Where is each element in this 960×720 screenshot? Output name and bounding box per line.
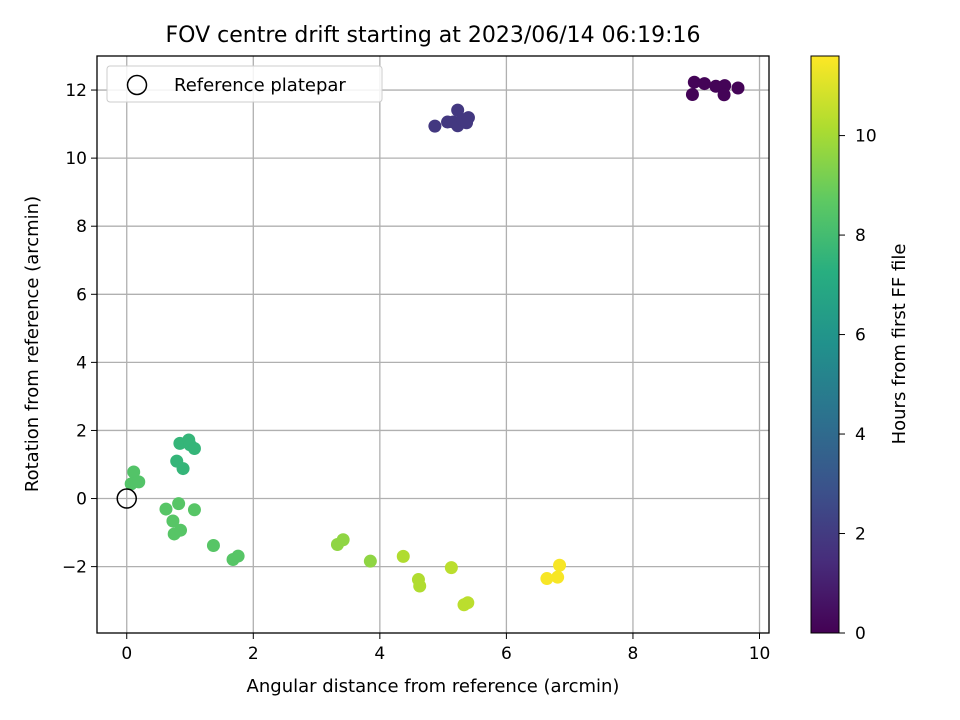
x-tick-label: 10 — [749, 644, 771, 664]
x-axis-label: Angular distance from reference (arcmin) — [247, 676, 620, 697]
x-tick-label: 2 — [248, 644, 259, 664]
scatter-point — [174, 523, 188, 537]
scatter-point — [172, 497, 186, 511]
scatter-point — [685, 87, 699, 101]
x-tick-label: 8 — [628, 644, 639, 664]
x-tick-label: 6 — [501, 644, 512, 664]
scatter-point — [187, 441, 201, 455]
grid-lines — [97, 56, 769, 633]
scatter-point — [551, 570, 565, 584]
scatter-point — [697, 77, 711, 91]
colorbar-tick-label: 0 — [855, 624, 866, 644]
legend-entry-reference: Reference platepar — [174, 75, 346, 96]
scatter-points — [124, 75, 745, 612]
scatter-point — [127, 465, 141, 479]
colorbar: 0 2 4 6 8 10 Hours from first FF file — [810, 55, 910, 644]
y-tick-label: 8 — [76, 217, 87, 237]
scatter-point — [461, 111, 475, 125]
colorbar-tick-label: 4 — [855, 425, 866, 445]
scatter-point — [553, 558, 567, 572]
x-tick-label: 4 — [374, 644, 385, 664]
scatter-point — [396, 549, 410, 563]
scatter-point — [166, 514, 180, 528]
scatter-point — [461, 596, 475, 610]
scatter-point — [428, 119, 442, 133]
scatter-point — [363, 554, 377, 568]
scatter-point — [206, 539, 220, 553]
colorbar-gradient — [810, 55, 840, 634]
y-tick-label: 4 — [76, 353, 87, 373]
colorbar-tick-label: 8 — [855, 226, 866, 246]
y-tick-label: 2 — [76, 421, 87, 441]
scatter-point — [451, 103, 465, 117]
scatter-point — [336, 533, 350, 547]
y-tick-label: 12 — [65, 81, 87, 101]
colorbar-tick-label: 10 — [855, 127, 877, 147]
plot-area-frame — [96, 55, 770, 634]
legend: Reference platepar — [106, 65, 383, 103]
y-axis-ticks: −2 0 2 4 6 8 10 12 — [62, 81, 97, 578]
x-tick-label: 0 — [121, 644, 132, 664]
y-axis-label: Rotation from reference (arcmin) — [22, 196, 43, 492]
legend-marker-icon — [126, 74, 148, 96]
y-tick-label: −2 — [62, 558, 87, 578]
scatter-point — [176, 462, 190, 476]
scatter-point — [731, 81, 745, 95]
scatter-point — [717, 88, 731, 102]
colorbar-ticks: 0 2 4 6 8 10 — [839, 127, 877, 644]
reference-point-marker — [116, 488, 137, 509]
colorbar-label: Hours from first FF file — [889, 244, 910, 445]
scatter-point — [231, 549, 245, 563]
scatter-point — [540, 572, 554, 586]
x-axis-ticks: 0 2 4 6 8 10 — [121, 633, 770, 664]
scatter-point — [187, 503, 201, 517]
y-tick-label: 0 — [76, 490, 87, 510]
y-tick-label: 6 — [76, 285, 87, 305]
scatter-point — [159, 502, 173, 516]
scatter-point — [444, 561, 458, 575]
colorbar-tick-label: 2 — [855, 525, 866, 545]
y-tick-label: 10 — [65, 149, 87, 169]
scatter-point — [687, 75, 701, 89]
colorbar-tick-label: 6 — [855, 326, 866, 346]
chart-title: FOV centre drift starting at 2023/06/14 … — [166, 23, 701, 48]
scatter-point — [413, 579, 427, 593]
legend-box — [106, 65, 383, 103]
scatter-point — [132, 475, 146, 489]
